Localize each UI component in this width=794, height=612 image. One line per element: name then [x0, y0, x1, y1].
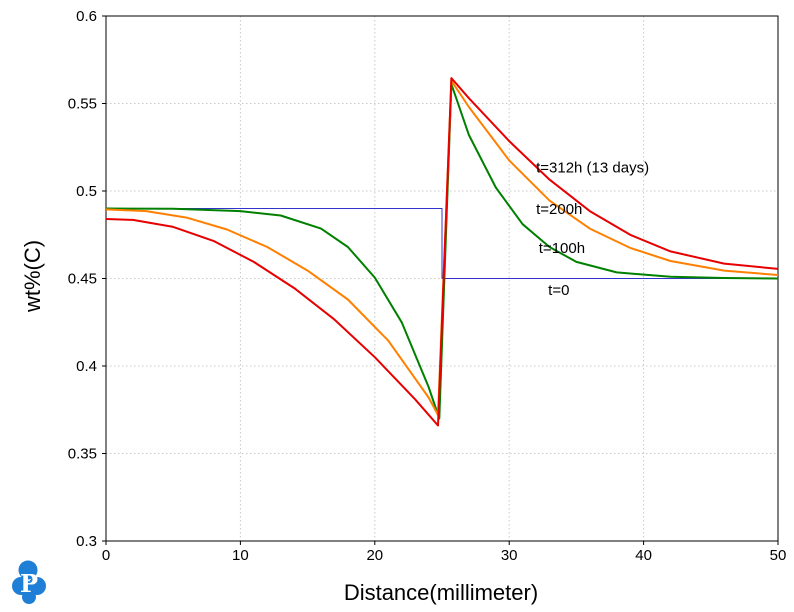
annotation-label-1: t=200h [536, 201, 582, 218]
logo-bubble-top [18, 560, 38, 580]
y-axis-title: wt%(C) [20, 240, 45, 313]
series-line-0 [106, 208, 778, 279]
y-tick-label: 0.45 [68, 271, 97, 288]
y-tick-label: 0.4 [76, 358, 97, 375]
x-axis-title: Distance(millimeter) [344, 580, 538, 605]
logo-letter: P [20, 569, 38, 598]
x-tick-label: 20 [366, 547, 383, 564]
annotation-label-3: t=0 [548, 282, 569, 299]
logo-bubble-right [28, 577, 46, 595]
brand-logo-icon: P [12, 560, 46, 604]
series-line-3 [105, 77, 779, 427]
tick-labels: 0 10 20 30 40 50 0.3 0.35 0.4 0.45 0.5 0.55 0.6 [68, 8, 787, 564]
y-tick-label: 0.35 [68, 446, 97, 463]
annotations: t=312h (13 days) t=200h t=100h t=0 [536, 160, 649, 300]
y-tick-label: 0.3 [76, 533, 97, 550]
x-tick-label: 40 [635, 547, 652, 564]
logo-bubble-bottom [22, 590, 36, 604]
series-lines [105, 77, 779, 427]
annotation-label-0: t=312h (13 days) [536, 160, 649, 177]
x-tick-label: 0 [102, 547, 110, 564]
x-tick-label: 50 [770, 547, 787, 564]
y-tick-label: 0.5 [76, 183, 97, 200]
y-tick-label: 0.55 [68, 96, 97, 113]
annotation-label-2: t=100h [539, 240, 585, 257]
x-tick-label: 30 [501, 547, 518, 564]
y-tick-label: 0.6 [76, 8, 97, 25]
logo-bubble-left [12, 577, 30, 595]
x-tick-label: 10 [232, 547, 249, 564]
grid-lines [106, 16, 778, 541]
